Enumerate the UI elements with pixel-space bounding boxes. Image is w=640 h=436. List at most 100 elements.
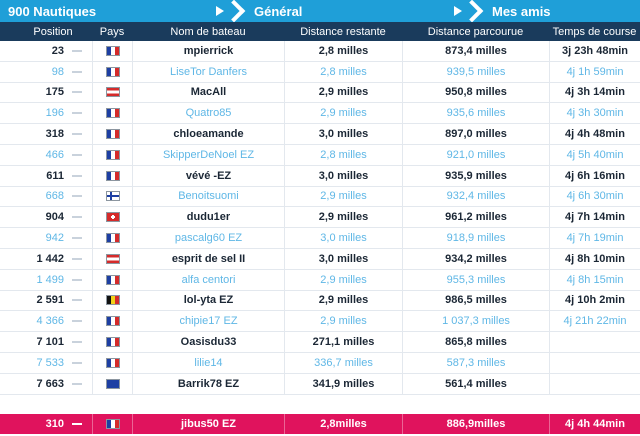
table-row[interactable]: 1 442 esprit de sel II 3,0 milles 934,2 mil…	[0, 248, 640, 270]
table-row[interactable]: 98 LiseTor Danfers 2,8 milles 939,5 milles 4…	[0, 61, 640, 83]
row-position: 7 663	[0, 374, 92, 394]
row-country	[92, 144, 132, 165]
row-boat-name[interactable]: MacAll	[132, 82, 284, 103]
tab-friends[interactable]: Mes amis	[436, 0, 640, 23]
flag-finland-icon	[105, 191, 120, 202]
column-header-covered[interactable]: Distance parcourue	[427, 25, 524, 38]
column-header-boat[interactable]: Nom de bateau	[170, 25, 246, 38]
column-header-position[interactable]: Position	[33, 25, 73, 38]
row-position: 942	[0, 228, 92, 248]
table-row[interactable]: 23 mpierrick 2,8 milles 873,4 milles 3j 23h …	[0, 41, 640, 62]
table-row[interactable]: 942 pascalg60 EZ 3,0 milles 918,9 milles 4j …	[0, 228, 640, 249]
column-header-remaining[interactable]: Distance restante	[300, 25, 386, 38]
row-boat-name[interactable]: chipie17 EZ	[132, 311, 284, 332]
race-title-text: 900 Nautiques	[8, 3, 97, 19]
row-country	[92, 103, 132, 124]
table-row[interactable]: 611 vévé -EZ 3,0 milles 935,9 milles 4j 6h 1…	[0, 165, 640, 187]
row-remaining: 2,9 milles	[284, 311, 402, 332]
row-boat-name[interactable]: vévé -EZ	[132, 165, 284, 186]
tab-general[interactable]: Général	[198, 0, 436, 23]
flag-france-icon	[105, 149, 120, 160]
row-covered: 950,8 milles	[402, 82, 549, 103]
row-boat-name[interactable]: Barrik78 EZ	[132, 373, 284, 394]
table-row[interactable]: 7 101 Oasisdu33 271,1 milles 865,8 milles	[0, 332, 640, 353]
row-country	[92, 228, 132, 248]
row-boat-name[interactable]: lilie14	[132, 352, 284, 373]
row-covered: 935,9 milles	[402, 165, 549, 186]
row-position: 7 101	[0, 332, 92, 352]
own-position-value: 310	[45, 418, 64, 430]
trend-dash-icon	[72, 299, 82, 302]
row-position: 611	[0, 166, 92, 186]
row-position: 23	[0, 41, 92, 61]
row-position-value: 318	[45, 128, 64, 141]
row-covered: 921,0 milles	[402, 144, 549, 165]
row-time: 4j 3h 30min	[549, 103, 640, 124]
table-row[interactable]: 668 Benoitsuomi 2,9 milles 932,4 milles 4j 6…	[0, 186, 640, 208]
row-boat-name[interactable]: mpierrick	[132, 41, 284, 61]
row-boat-name[interactable]: LiseTor Danfers	[132, 61, 284, 82]
row-position-value: 904	[45, 211, 64, 224]
flag-france-icon	[105, 170, 120, 181]
row-boat-name[interactable]: Quatro85	[132, 103, 284, 124]
flag-france-icon	[105, 108, 120, 119]
row-covered: 1 037,3 milles	[402, 311, 549, 332]
row-time: 4j 4h 48min	[549, 124, 640, 144]
row-time: 4j 10h 2min	[549, 290, 640, 311]
table-row[interactable]: 4 366 chipie17 EZ 2,9 milles 1 037,3 milles…	[0, 311, 640, 333]
play-icon	[454, 6, 462, 16]
row-position-value: 2 591	[36, 294, 64, 307]
row-remaining: 2,9 milles	[284, 269, 402, 290]
flag-polynesia-icon	[105, 87, 120, 98]
row-time: 4j 5h 40min	[549, 144, 640, 165]
table-row[interactable]: 2 591 lol-yta EZ 2,9 milles 986,5 milles 4j …	[0, 290, 640, 312]
row-remaining: 2,8 milles	[284, 61, 402, 82]
row-covered: 935,6 milles	[402, 103, 549, 124]
row-boat-name[interactable]: Benoitsuomi	[132, 186, 284, 207]
own-covered: 886,9milles	[402, 414, 549, 434]
row-boat-name[interactable]: dudu1er	[132, 207, 284, 228]
row-remaining: 2,8 milles	[284, 41, 402, 61]
chevron-right-icon	[460, 0, 484, 23]
table-row[interactable]: 196 Quatro85 2,9 milles 935,6 milles 4j 3h 3…	[0, 103, 640, 125]
own-boat-row[interactable]: 310 jibus50 EZ 2,8milles 886,9milles 4j …	[0, 414, 640, 434]
trend-dash-icon	[72, 91, 82, 94]
row-remaining: 2,9 milles	[284, 186, 402, 207]
own-boat-name[interactable]: jibus50 EZ	[132, 414, 284, 434]
row-boat-name[interactable]: SkipperDeNoel EZ	[132, 144, 284, 165]
row-boat-name[interactable]: chloeamande	[132, 124, 284, 144]
row-country	[92, 61, 132, 82]
row-boat-name[interactable]: Oasisdu33	[132, 332, 284, 352]
row-boat-name[interactable]: alfa centori	[132, 269, 284, 290]
row-covered: 955,3 milles	[402, 269, 549, 290]
column-header-country[interactable]: Pays	[99, 25, 125, 38]
table-row[interactable]: 7 663 Barrik78 EZ 341,9 milles 561,4 milles	[0, 373, 640, 395]
row-boat-name[interactable]: pascalg60 EZ	[132, 228, 284, 248]
row-boat-name[interactable]: lol-yta EZ	[132, 290, 284, 311]
row-boat-name[interactable]: esprit de sel II	[132, 248, 284, 269]
row-country	[92, 186, 132, 207]
row-remaining: 3,0 milles	[284, 248, 402, 269]
trend-dash-icon	[72, 49, 82, 52]
table-row[interactable]: 7 533 lilie14 336,7 milles 587,3 milles	[0, 352, 640, 374]
table-row[interactable]: 466 SkipperDeNoel EZ 2,8 milles 921,0 mille…	[0, 144, 640, 166]
row-time: 4j 7h 19min	[549, 228, 640, 248]
trend-dash-icon	[72, 70, 82, 73]
own-country	[92, 414, 132, 434]
chevron-right-icon	[222, 0, 246, 23]
row-position: 175	[0, 83, 92, 103]
row-remaining: 2,9 milles	[284, 103, 402, 124]
row-position-value: 175	[45, 86, 64, 99]
row-covered: 939,5 milles	[402, 61, 549, 82]
table-row[interactable]: 1 499 alfa centori 2,9 milles 955,3 milles 4…	[0, 269, 640, 291]
row-country	[92, 352, 132, 373]
row-position-value: 611	[46, 169, 64, 182]
row-time: 4j 7h 14min	[549, 207, 640, 228]
table-row[interactable]: 318 chloeamande 3,0 milles 897,0 milles 4j 4…	[0, 124, 640, 145]
table-row[interactable]: 904 dudu1er 2,9 milles 961,2 milles 4j 7h 14…	[0, 207, 640, 229]
table-header: Position Pays Nom de bateau Distance res…	[0, 22, 640, 41]
column-header-time[interactable]: Temps de course	[552, 25, 637, 38]
row-time: 4j 21h 22min	[549, 311, 640, 332]
own-position: 310	[0, 414, 92, 434]
table-row[interactable]: 175 MacAll 2,9 milles 950,8 milles 4j 3h 14m…	[0, 82, 640, 104]
